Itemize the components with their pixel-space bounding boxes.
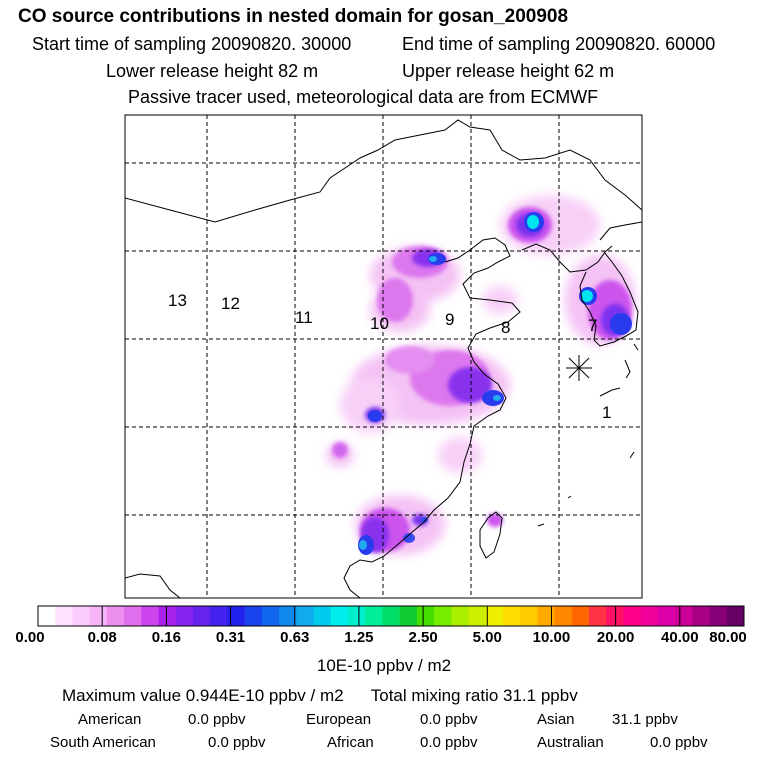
- end-time: End time of sampling 20090820. 60000: [402, 34, 716, 54]
- colorbar-segment: [485, 606, 504, 626]
- colorbar-segment: [106, 606, 125, 626]
- lat-lon-grid: [125, 115, 642, 598]
- colorbar-tick-label: 1.25: [344, 629, 374, 646]
- colorbar-segment: [296, 606, 315, 626]
- colorbar-segment: [347, 606, 366, 626]
- colorbar-segment: [72, 606, 91, 626]
- concentration-field: [326, 195, 635, 555]
- colorbar-tick-label: 0.08: [87, 629, 117, 646]
- colorbar-segment: [726, 606, 745, 626]
- colorbar-segment: [554, 606, 573, 626]
- american-value: 0.0 ppbv: [188, 711, 246, 728]
- colorbar-segment: [451, 606, 469, 626]
- colorbar-segment: [55, 606, 73, 626]
- colorbar-segment: [606, 606, 624, 626]
- african-value: 0.0 ppbv: [420, 734, 478, 751]
- colorbar-segment: [657, 606, 676, 626]
- colorbar-tick-label: 40.00: [661, 629, 699, 646]
- colorbar-tick-label: 0.16: [151, 629, 181, 646]
- colorbar-tick-label: 0.31: [215, 629, 246, 646]
- colorbar-border: [37, 605, 745, 627]
- colorbar-segment: [158, 606, 177, 626]
- colorbar-segment: [675, 606, 693, 626]
- european-value: 0.0 ppbv: [420, 711, 478, 728]
- asian-value: 31.1 ppbv: [612, 711, 678, 728]
- colorbar-segment: [210, 606, 228, 626]
- hotspot-wuhan: [368, 410, 382, 422]
- tracer-note: Passive tracer used, meteorological data…: [128, 87, 599, 107]
- colorbar-segment: [434, 606, 452, 626]
- colorbar-segment: [124, 606, 142, 626]
- colorbar-segment: [279, 606, 297, 626]
- lower-release-height: Lower release height 82 m: [106, 61, 319, 81]
- african-label: African: [327, 734, 374, 751]
- upper-release-height: Upper release height 62 m: [402, 61, 615, 81]
- colorbar-segment: [261, 606, 280, 626]
- colorbar-segment: [192, 606, 211, 626]
- colorbar-segment: [365, 606, 383, 626]
- colorbar-segment: [502, 606, 521, 626]
- colorbar-unit-label: 10E-10 ppbv / m2: [316, 656, 452, 675]
- colorbar-segment: [692, 606, 711, 626]
- colorbar-segment: [38, 606, 56, 626]
- colorbar-tick-label: 2.50: [408, 629, 438, 646]
- colorbar-tick-label: 20.00: [596, 629, 635, 646]
- colorbar-segment: [382, 606, 401, 626]
- colorbar-segment: [468, 606, 487, 626]
- chart-title: CO source contributions in nested domain…: [18, 6, 569, 27]
- colorbar-tick-label: 0.63: [280, 629, 310, 646]
- colorbar-tick-label: 10.00: [532, 629, 571, 646]
- region-label-9: 9: [445, 310, 454, 329]
- south-american-value: 0.0 ppbv: [208, 734, 266, 751]
- colorbar-segment: [520, 606, 538, 626]
- map-frame: [124, 114, 643, 599]
- colorbar-segment: [709, 606, 728, 626]
- region-label-12: 12: [221, 294, 240, 313]
- start-time: Start time of sampling 20090820. 30000: [32, 34, 352, 54]
- colorbar-tick-label: 80.00: [709, 629, 747, 646]
- south-american-label: South American: [50, 734, 156, 751]
- colorbar-segment: [537, 606, 556, 626]
- summary-max-total: Maximum value 0.944E-10 ppbv / m2 Total …: [62, 686, 578, 706]
- station-marker: [566, 355, 592, 381]
- colorbar-segment: [89, 606, 108, 626]
- colorbar-tick-label: 5.00: [472, 629, 502, 646]
- region-label-7: 7: [588, 316, 597, 335]
- colorbar-segment: [589, 606, 607, 626]
- max-value: Maximum value 0.944E-10 ppbv / m2: [62, 686, 344, 705]
- colorbar-segment: [175, 606, 194, 626]
- asian-label: Asian: [537, 711, 575, 728]
- colorbar-segment: [399, 606, 418, 626]
- colorbar-segment: [623, 606, 642, 626]
- region-label-10: 10: [370, 314, 389, 333]
- colorbar-segment: [640, 606, 659, 626]
- colorbar: [37, 605, 745, 627]
- region-label-8: 8: [501, 318, 510, 337]
- region-label-11: 11: [295, 308, 313, 327]
- colorbar-segment: [244, 606, 263, 626]
- australian-label: Australian: [537, 734, 604, 751]
- colorbar-segment: [571, 606, 590, 626]
- colorbar-segment: [416, 606, 435, 626]
- colorbar-tick-label: 0.00: [15, 629, 45, 646]
- colorbar-segment: [227, 606, 246, 626]
- coastlines: [125, 119, 642, 598]
- colorbar-segment: [330, 606, 349, 626]
- american-label: American: [78, 711, 142, 728]
- region-label-1: 1: [602, 403, 611, 422]
- european-label: European: [306, 711, 372, 728]
- colorbar-segment: [141, 606, 160, 626]
- total-mixing-ratio: Total mixing ratio 31.1 ppbv: [370, 686, 578, 705]
- colorbar-segment: [313, 606, 332, 626]
- australian-value: 0.0 ppbv: [650, 734, 708, 751]
- region-label-13: 13: [168, 291, 187, 310]
- hotspot-seoul: [610, 313, 632, 335]
